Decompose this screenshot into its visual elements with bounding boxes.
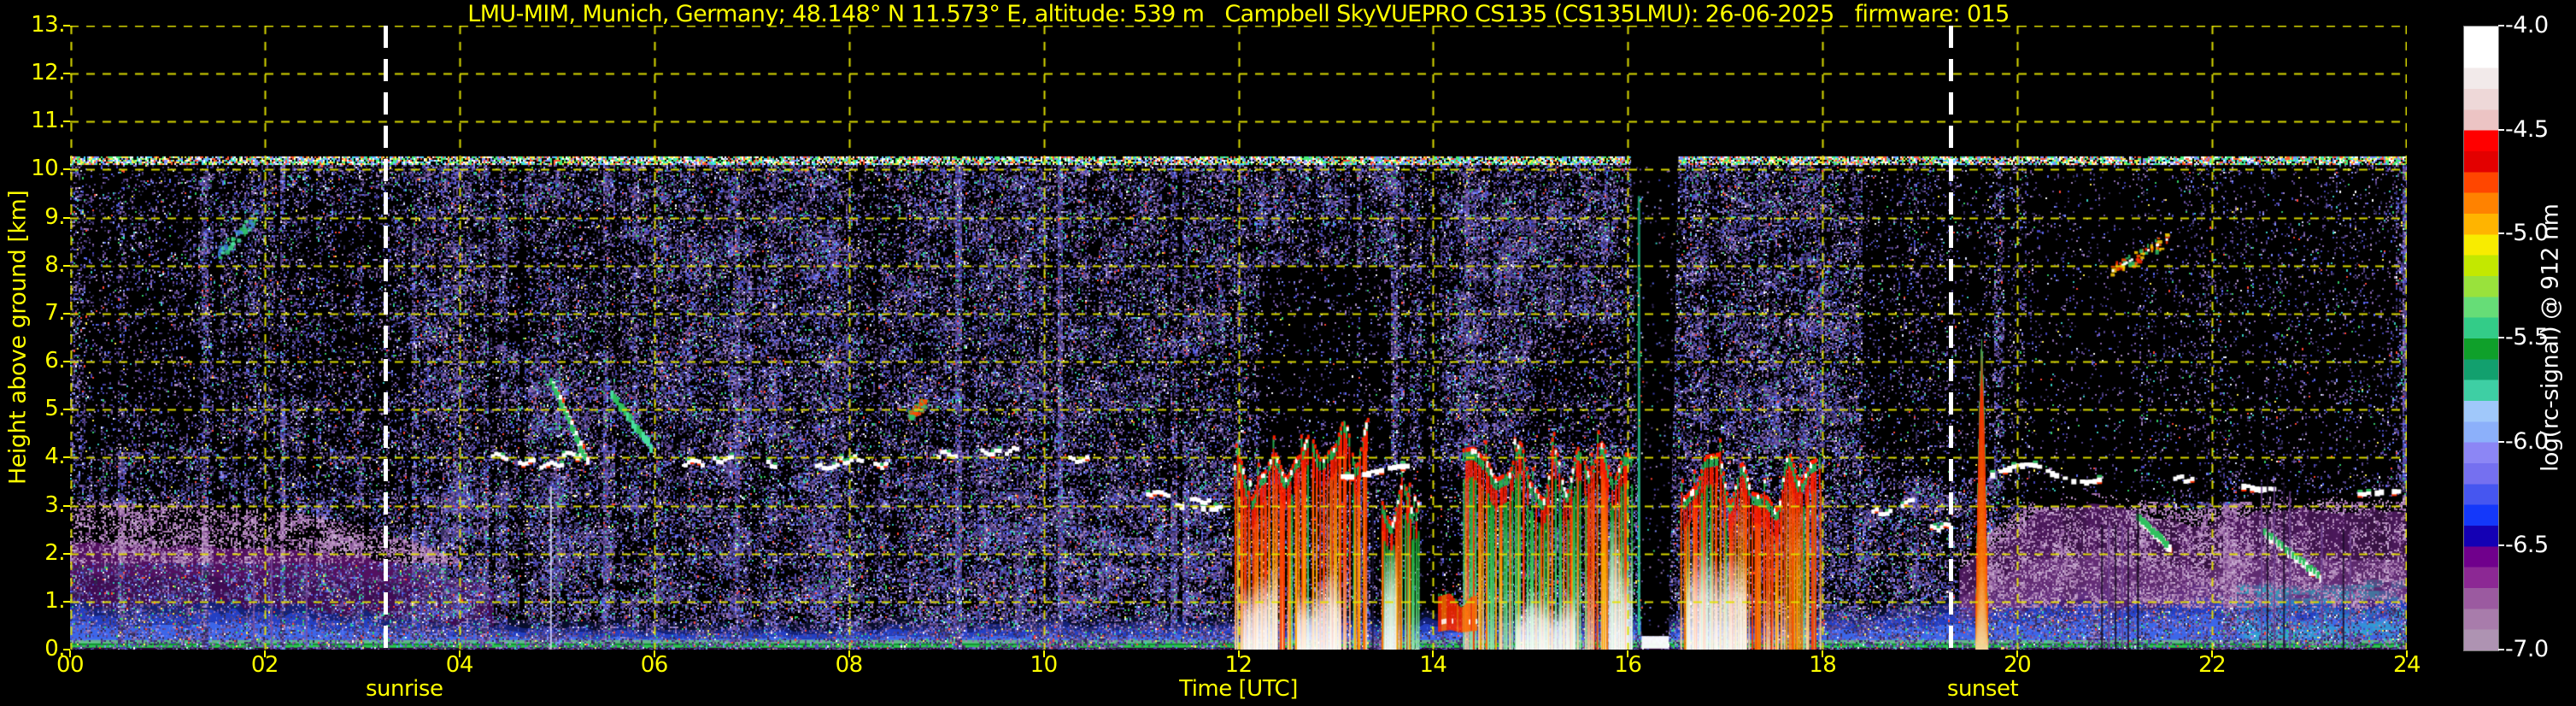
x-tick-mark [458,650,461,657]
colorbar-tick-label: -4.0 [2505,12,2549,38]
x-tick-mark [2406,650,2408,657]
y-tick-label: 6. [44,348,65,374]
y-tick-mark [63,312,70,315]
colorbar-tick-mark [2498,440,2504,443]
backscatter-heatmap-canvas [70,26,2407,650]
sunset-line [1948,26,1953,650]
y-tick-label: 1. [44,587,65,614]
y-tick-label: 10. [31,156,65,182]
colorbar-tick-mark [2498,649,2504,650]
y-tick-label: 12. [31,60,65,86]
colorbar [2463,26,2499,651]
colorbar-tick-mark [2498,544,2504,547]
y-tick-mark [63,409,70,411]
y-tick-mark [63,552,70,555]
x-tick-mark [653,650,655,657]
y-tick-label: 13. [31,12,65,38]
y-tick-label: 3. [44,491,65,518]
y-tick-mark [63,600,70,603]
colorbar-tick-label: -5.0 [2505,220,2549,247]
y-tick-label: 7. [44,299,65,326]
y-tick-mark [63,456,70,459]
x-tick-mark [69,650,71,657]
y-tick-label: 5. [44,396,65,422]
sunrise-line [384,26,389,650]
colorbar-tick-label: -7.0 [2505,636,2549,662]
y-tick-mark [63,121,70,123]
x-tick-mark [848,650,850,657]
x-axis-label: Time [UTC] [1179,676,1298,702]
x-tick-mark [263,650,266,657]
y-tick-mark [63,649,70,650]
y-tick-mark [63,264,70,267]
x-tick-mark [2016,650,2019,657]
y-tick-mark [63,168,70,171]
y-tick-label: 4. [44,444,65,470]
y-tick-mark [63,361,70,363]
x-tick-mark [1432,650,1435,657]
sunset-label: sunset [1946,676,2019,702]
x-tick-mark [2211,650,2214,657]
x-tick-mark [1627,650,1629,657]
y-tick-mark [63,73,70,75]
colorbar-tick-label: -5.5 [2505,324,2549,350]
sunrise-label: sunrise [365,676,443,702]
y-tick-label: 8. [44,251,65,278]
y-tick-label: 9. [44,203,65,230]
x-tick-mark [1042,650,1045,657]
x-tick-mark [1237,650,1240,657]
colorbar-tick-label: -6.0 [2505,427,2549,455]
colorbar-tick-mark [2498,337,2504,338]
colorbar-tick-mark [2498,25,2504,26]
colorbar-tick-label: -6.5 [2505,532,2549,559]
y-tick-label: 2. [44,539,65,566]
y-tick-label: 0. [44,636,65,662]
y-tick-label: 11. [31,108,65,134]
colorbar-tick-label: -4.5 [2505,115,2549,143]
x-tick-mark [1822,650,1824,657]
page-title: LMU-MIM, Munich, Germany; 48.148° N 11.5… [467,1,2010,27]
y-tick-mark [63,216,70,219]
y-tick-mark [63,504,70,507]
colorbar-tick-mark [2498,232,2504,235]
y-tick-mark [63,25,70,26]
colorbar-tick-mark [2498,128,2504,131]
